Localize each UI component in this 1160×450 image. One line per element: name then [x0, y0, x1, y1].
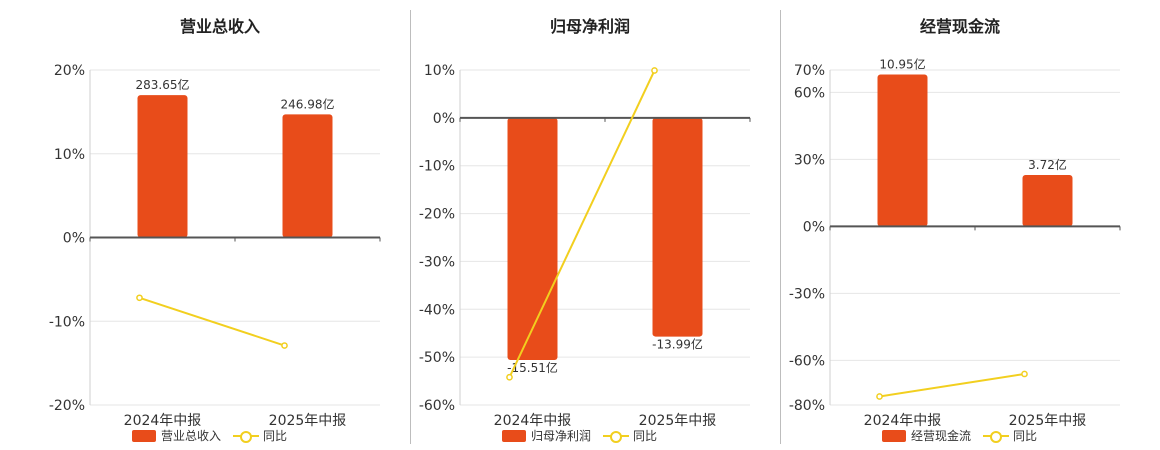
chart-legend: 营业总收入 同比 [132, 427, 287, 444]
y-tick-label: 0% [433, 111, 455, 127]
chart-panel-net-profit: 归母净利润 10% 0% -10% -20% -30% -40% -50% -60% -15.5… [410, 0, 770, 450]
y-tick-label: 60% [794, 85, 825, 101]
bar [137, 95, 188, 238]
y-tick-label: 10% [54, 147, 85, 163]
y-tick-label: -30% [789, 286, 825, 302]
chart-title: 归母净利润 [549, 17, 630, 36]
legend-line-swatch [233, 430, 260, 443]
yoy-point [281, 342, 288, 349]
legend-line-label: 同比 [633, 429, 658, 443]
y-tick-label: -60% [419, 398, 455, 414]
y-tick-label: 0% [803, 219, 825, 235]
yoy-point [506, 373, 513, 381]
legend-bar-label: 经营现金流 [911, 429, 972, 443]
legend-bar-label: 营业总收入 [161, 429, 222, 443]
y-tick-label: 10% [424, 63, 455, 79]
bar-data-label: 10.95亿 [879, 56, 925, 71]
yoy-line [139, 296, 285, 347]
x-tick-label: 2024年中报 [124, 413, 202, 429]
chart-legend: 归母净利润 同比 [502, 427, 657, 444]
legend-line-label: 同比 [263, 429, 288, 443]
chart-svg: 10% 0% -10% -20% -30% -40% -50% -60% -15.51亿 -13.… [419, 63, 751, 429]
y-tick-label: -50% [419, 350, 455, 366]
x-tick-label: 2025年中报 [639, 413, 717, 429]
panel-divider [410, 10, 411, 444]
yoy-point [876, 393, 883, 400]
chart-svg: 20% 10% 0% -10% -20% 283.65亿 246.98亿 2024年中报 202… [49, 63, 381, 429]
bar-data-label: -13.99亿 [652, 337, 703, 352]
y-tick-label: 20% [54, 63, 85, 79]
y-tick-label: -30% [419, 254, 455, 270]
chart-title: 经营现金流 [919, 17, 1000, 36]
chart-title: 营业总收入 [179, 17, 260, 36]
y-tick-label: 0% [63, 231, 85, 247]
legend-bar-label: 归母净利润 [531, 429, 592, 443]
chart-panel-revenue: 营业总收入 20% 10% 0% -10% -20% 283.65亿 246.98亿 2024… [40, 0, 400, 450]
y-tick-label: -10% [49, 314, 85, 330]
y-tick-label: -20% [419, 207, 455, 223]
x-tick-label: 2024年中报 [494, 413, 572, 429]
bar-data-label: 246.98亿 [281, 96, 335, 111]
y-tick-label: -60% [789, 353, 825, 369]
y-tick-label: -10% [419, 159, 455, 175]
bar [877, 74, 928, 227]
legend-line-swatch [603, 430, 630, 443]
legend-bar-swatch [132, 429, 156, 442]
bar-data-label: 283.65亿 [136, 77, 190, 92]
bar [282, 114, 333, 238]
panel-divider [780, 10, 781, 444]
y-tick-label: -80% [789, 398, 825, 414]
bar [652, 117, 703, 337]
x-tick-label: 2024年中报 [864, 413, 942, 429]
bar [1022, 174, 1073, 227]
yoy-line [508, 70, 656, 378]
x-tick-label: 2025年中报 [1009, 413, 1087, 429]
bar [507, 117, 558, 361]
legend-line-swatch [983, 430, 1010, 443]
y-tick-label: -40% [419, 302, 455, 318]
chart-panel-cash-flow: 经营现金流 70% 60% 30% 0% -30% -60% -80% 10.95亿 3.72亿… [780, 0, 1140, 450]
y-tick-label: 70% [794, 63, 825, 79]
yoy-point [1021, 370, 1028, 378]
legend-bar-swatch [882, 429, 906, 442]
chart-legend: 经营现金流 同比 [882, 427, 1037, 444]
yoy-point [651, 67, 658, 74]
x-tick-label: 2025年中报 [269, 413, 347, 429]
legend-line-label: 同比 [1013, 429, 1038, 443]
chart-svg: 70% 60% 30% 0% -30% -60% -80% 10.95亿 3.72亿 2024年中… [789, 56, 1121, 429]
y-tick-label: 30% [794, 152, 825, 168]
y-tick-label: -20% [49, 398, 85, 414]
bar-data-label: 3.72亿 [1028, 157, 1067, 172]
yoy-line [879, 372, 1025, 398]
yoy-point [136, 294, 143, 302]
bar-data-label: -15.51亿 [507, 360, 558, 375]
legend-bar-swatch [502, 429, 526, 442]
